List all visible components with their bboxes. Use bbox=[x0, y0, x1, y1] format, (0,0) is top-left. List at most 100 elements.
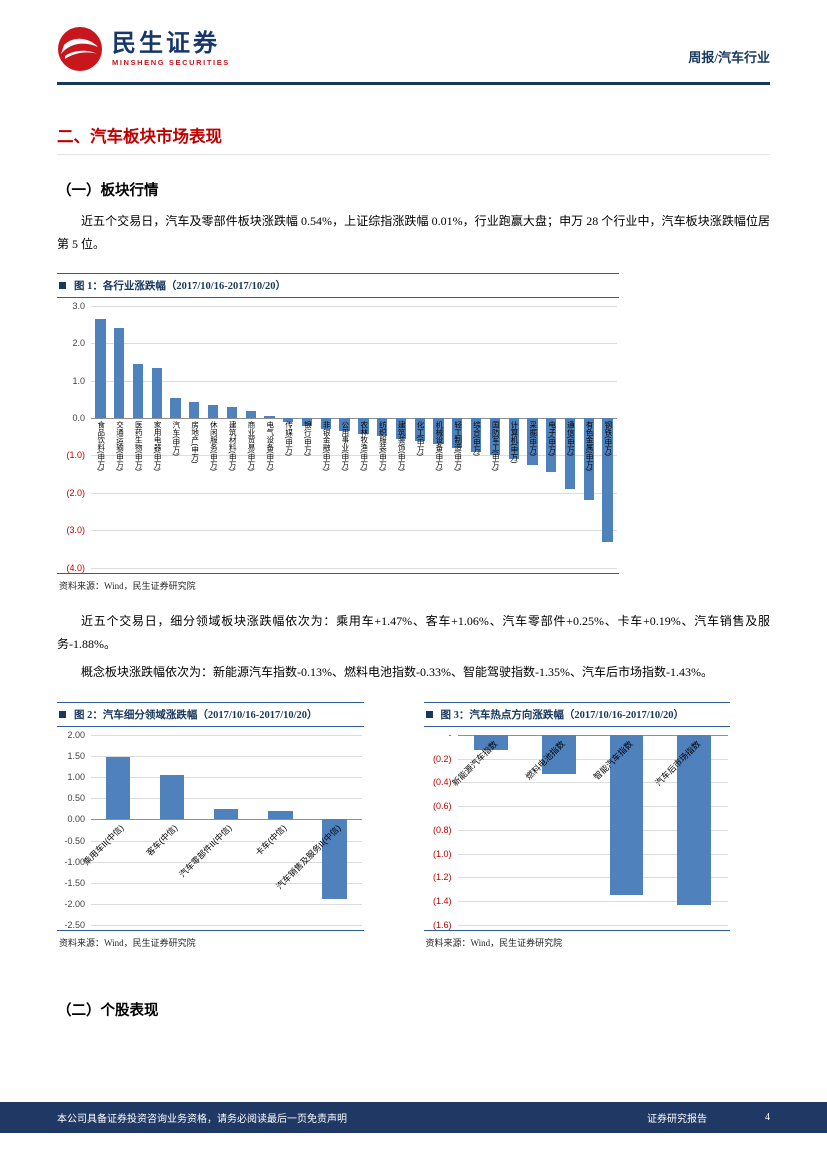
bar bbox=[151, 368, 162, 419]
gridline bbox=[91, 756, 362, 758]
plot-area: 食品饮料(申万) 交通运输(申万) 医药生物(申万) 家用电器(申万) 汽车(申万) 房地… bbox=[91, 305, 617, 569]
figure-1-source: 资料来源：Wind，民生证券研究院 bbox=[57, 572, 619, 592]
gridline bbox=[91, 567, 617, 569]
caption-bullet-icon bbox=[59, 281, 66, 289]
category-label: 纺织服装(申万) bbox=[378, 421, 388, 472]
category-label: 有色金属(申万) bbox=[585, 421, 595, 472]
bar bbox=[264, 415, 275, 419]
category-label: 非银金融(申万) bbox=[322, 421, 332, 472]
y-tick-label: 3.0 bbox=[72, 300, 85, 311]
y-tick-label: 0.00 bbox=[67, 814, 85, 825]
logo-company-name-en: MINSHENG SECURITIES bbox=[112, 57, 230, 67]
bar bbox=[207, 404, 219, 419]
category-label: 家用电器(申万) bbox=[153, 421, 163, 472]
bar bbox=[245, 410, 256, 419]
y-tick-label: 1.0 bbox=[72, 375, 85, 386]
report-category-tag: 周报/汽车行业 bbox=[688, 50, 770, 65]
bar bbox=[226, 406, 238, 419]
y-tick-label: (0.6) bbox=[432, 801, 452, 812]
y-tick-label: (4.0) bbox=[66, 562, 85, 573]
report-header: 民生证券 MINSHENG SECURITIES 周报/汽车行业 bbox=[0, 0, 827, 82]
concept-change-bar-chart: - (0.2) (0.4) (0.6) (0.8) (1.0) (1.2) (1.4) (1.6… bbox=[424, 730, 731, 930]
category-label: 采掘(申万) bbox=[528, 421, 538, 457]
category-label: 建筑装饰(申万) bbox=[397, 421, 407, 472]
category-label: 传媒(申万) bbox=[284, 421, 294, 457]
footer-disclaimer: 本公司具备证券投资咨询业务资格，请务必阅读最后一页免责声明 bbox=[57, 1114, 347, 1125]
figure-3-title: 图 3：汽车热点方向涨跌幅（2017/10/16-2017/10/20） bbox=[440, 709, 685, 721]
gridline bbox=[91, 903, 362, 905]
bar bbox=[159, 774, 185, 820]
bar bbox=[170, 397, 181, 419]
bar bbox=[114, 328, 125, 419]
page-number: 4 bbox=[765, 1112, 770, 1123]
category-label: 食品饮料(申万) bbox=[96, 421, 106, 472]
y-tick-label: 0.50 bbox=[67, 793, 85, 804]
gridline bbox=[457, 758, 728, 760]
category-label: 综合(申万) bbox=[472, 421, 482, 457]
y-tick-label: (0.4) bbox=[432, 777, 452, 788]
bar bbox=[339, 418, 350, 432]
y-tick-label: (0.2) bbox=[432, 753, 452, 764]
y-tick-label: 1.50 bbox=[67, 751, 85, 762]
category-label: 轻工制造(申万) bbox=[453, 421, 463, 472]
gridline bbox=[457, 877, 728, 879]
category-label: 医药生物(申万) bbox=[134, 421, 144, 472]
gridline bbox=[91, 777, 362, 779]
zero-axis-line bbox=[91, 418, 617, 420]
y-tick-label: (1.0) bbox=[66, 450, 85, 461]
y-tick-label: 1.00 bbox=[67, 772, 85, 783]
bar bbox=[95, 318, 106, 419]
category-label: 化工(申万) bbox=[416, 421, 426, 457]
segment-change-bar-chart: 2.00 1.50 1.00 0.50 0.00 -0.50 -1.00 -1.50 -2.00… bbox=[57, 730, 364, 930]
bar bbox=[583, 418, 594, 501]
y-tick-label: - bbox=[448, 729, 452, 740]
y-tick-label: (1.0) bbox=[432, 848, 452, 859]
category-label: 建筑材料(申万) bbox=[228, 421, 238, 472]
figure-2-title: 图 2：汽车细分领域涨跌幅（2017/10/16-2017/10/20） bbox=[74, 709, 318, 721]
category-label: 电气设备(申万) bbox=[265, 421, 275, 472]
y-tick-label: -2.00 bbox=[64, 898, 85, 909]
bar bbox=[268, 811, 293, 820]
y-axis: - (0.2) (0.4) (0.6) (0.8) (1.0) (1.2) (1.4) (1.6… bbox=[424, 730, 456, 930]
y-tick-label: 0.0 bbox=[72, 413, 85, 424]
bar bbox=[433, 418, 444, 445]
y-tick-label: 2.0 bbox=[72, 338, 85, 349]
bar bbox=[489, 418, 501, 456]
gridline bbox=[457, 829, 728, 831]
bar bbox=[377, 418, 388, 437]
category-label: 房地产(申万) bbox=[190, 421, 200, 464]
category-label: 汽车零部件II(中信) bbox=[177, 823, 235, 880]
industry-change-bar-chart: 3.0 2.0 1.0 0.0 (1.0) (2.0) (3.0) (4.0) 食品饮料(申万… bbox=[57, 301, 619, 573]
y-axis: 3.0 2.0 1.0 0.0 (1.0) (2.0) (3.0) (4.0) bbox=[57, 301, 89, 573]
logo-swoosh-icon bbox=[58, 27, 102, 71]
category-label: 银行(申万) bbox=[303, 421, 313, 457]
figure-2-source: 资料来源：Wind，民生证券研究院 bbox=[57, 929, 364, 949]
figure-3: 图 3：汽车热点方向涨跌幅（2017/10/16-2017/10/20） - (0… bbox=[423, 701, 731, 949]
gridline bbox=[91, 861, 362, 863]
category-label: 农林牧渔(申万) bbox=[359, 421, 369, 472]
zero-axis-line bbox=[91, 819, 362, 821]
category-label: 计算机(申万) bbox=[509, 421, 519, 464]
bar bbox=[564, 418, 576, 490]
y-tick-label: -0.50 bbox=[64, 835, 85, 846]
bar bbox=[677, 734, 712, 905]
footer-report-type: 证券研究报告 bbox=[647, 1114, 707, 1125]
figure-3-caption: 图 3：汽车热点方向涨跌幅（2017/10/16-2017/10/20） bbox=[423, 701, 730, 727]
y-tick-label: -1.00 bbox=[64, 856, 85, 867]
bar bbox=[546, 418, 557, 473]
zero-axis-line bbox=[457, 734, 728, 736]
bar bbox=[283, 418, 294, 422]
category-label: 钢铁(申万) bbox=[603, 421, 613, 457]
bar bbox=[105, 757, 131, 820]
bar bbox=[414, 418, 425, 442]
bar bbox=[322, 819, 347, 899]
paragraph-2: 近五个交易日，细分领域板块涨跌幅依次为：乘用车+1.47%、客车+1.06%、汽… bbox=[57, 613, 770, 652]
y-tick-label: 2.00 bbox=[67, 729, 85, 740]
bar bbox=[474, 734, 509, 751]
y-tick-label: (0.8) bbox=[432, 824, 452, 835]
category-label: 商业贸易(申万) bbox=[246, 421, 256, 472]
gridline bbox=[91, 455, 617, 457]
bar bbox=[395, 418, 407, 439]
y-tick-label: (1.4) bbox=[432, 896, 452, 907]
gridline bbox=[457, 853, 728, 855]
